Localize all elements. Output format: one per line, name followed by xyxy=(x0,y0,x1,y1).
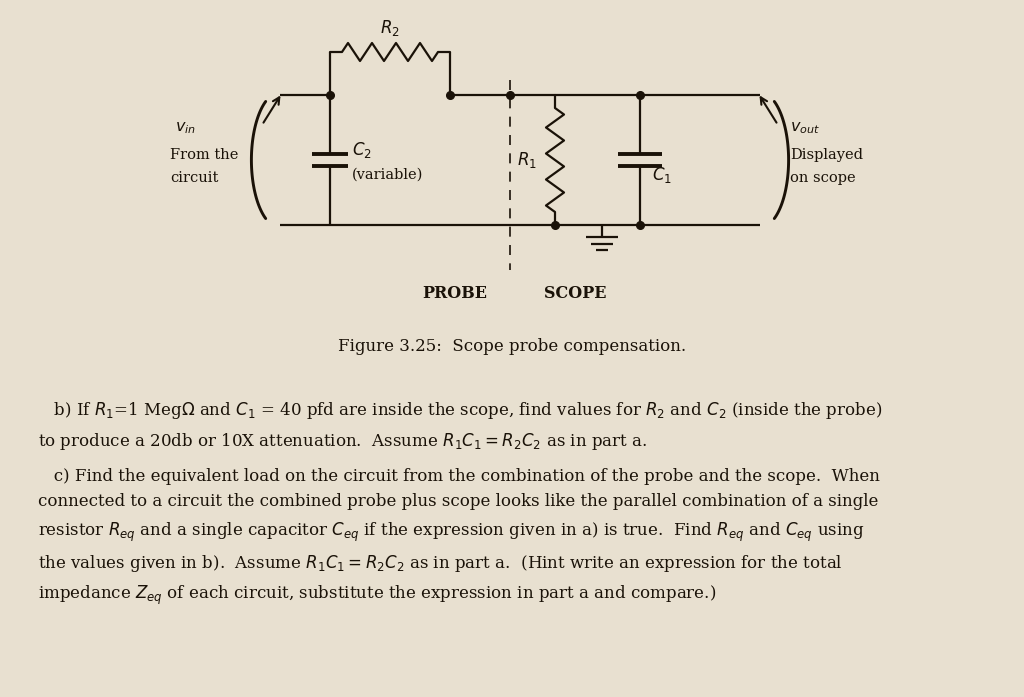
Text: $R_1$: $R_1$ xyxy=(517,150,537,170)
Text: circuit: circuit xyxy=(170,171,218,185)
Text: $v_{in}$: $v_{in}$ xyxy=(175,119,196,137)
Text: From the: From the xyxy=(170,148,239,162)
Text: PROBE: PROBE xyxy=(423,285,487,302)
Text: c) Find the equivalent load on the circuit from the combination of the probe and: c) Find the equivalent load on the circu… xyxy=(38,468,880,607)
Text: Figure 3.25:  Scope probe compensation.: Figure 3.25: Scope probe compensation. xyxy=(338,338,686,355)
Text: b) If $R_1$=1 Meg$\Omega$ and $C_1$ = 40 pfd are inside the scope, find values f: b) If $R_1$=1 Meg$\Omega$ and $C_1$ = 40… xyxy=(38,400,882,452)
Text: $v_{out}$: $v_{out}$ xyxy=(790,119,820,137)
Text: SCOPE: SCOPE xyxy=(544,285,606,302)
Text: $C_2$: $C_2$ xyxy=(352,140,372,160)
Text: (variable): (variable) xyxy=(352,168,423,182)
Text: on scope: on scope xyxy=(790,171,856,185)
Text: $C_1$: $C_1$ xyxy=(652,165,672,185)
Text: Displayed: Displayed xyxy=(790,148,863,162)
Text: $R_2$: $R_2$ xyxy=(380,18,400,38)
